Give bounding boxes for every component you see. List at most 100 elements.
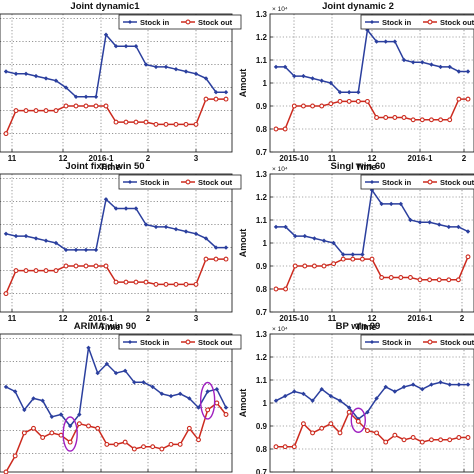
- data-point-stock-out: [328, 101, 334, 107]
- legend-marker-stock-out: [185, 339, 191, 345]
- data-point-stock-in: [401, 384, 407, 390]
- x-axis-label: Time: [356, 162, 377, 172]
- axis-exponent: × 10⁴: [272, 166, 288, 173]
- data-point-stock-in: [133, 206, 139, 211]
- legend-box: [360, 334, 474, 350]
- data-point-stock-in: [223, 90, 229, 95]
- data-point-stock-in: [465, 229, 471, 234]
- data-point-stock-in: [282, 393, 288, 399]
- data-point-stock-out: [388, 275, 394, 280]
- data-point-stock-out: [392, 432, 398, 438]
- data-point-stock-in: [213, 90, 219, 95]
- x-tick-label: 2016-1: [89, 314, 114, 323]
- data-point-stock-in: [273, 64, 279, 70]
- data-point-stock-out: [428, 437, 434, 443]
- data-point-stock-out: [93, 103, 99, 109]
- data-point-stock-out: [95, 425, 101, 431]
- data-point-stock-out: [456, 435, 462, 440]
- chart-panel: Singl win 60 0.7 0.8 0.9 1 1.1 1.2 1.3 × 10⁴ Amou…: [238, 161, 474, 332]
- data-point-stock-out: [43, 268, 49, 274]
- data-point-stock-in: [360, 252, 365, 257]
- legend-marker-stock-in: [128, 340, 132, 344]
- data-point-stock-out: [223, 256, 229, 262]
- data-point-stock-in: [417, 220, 423, 225]
- data-point-stock-in: [163, 224, 169, 230]
- y-tick-label: 1.3: [256, 170, 268, 179]
- series-line-stock-out: [5, 401, 227, 473]
- legend-label-stock-in: Stock in: [382, 338, 412, 347]
- data-point-stock-in: [33, 236, 39, 241]
- legend-box: [118, 334, 242, 350]
- data-point-stock-out: [113, 441, 119, 447]
- x-tick-label: 2015-10: [279, 314, 309, 323]
- data-point-stock-out: [302, 263, 308, 269]
- data-point-stock-in: [13, 71, 19, 76]
- data-point-stock-in: [33, 73, 39, 79]
- data-point-stock-out: [407, 275, 413, 280]
- data-point-stock-out: [223, 412, 229, 417]
- data-point-stock-out: [203, 96, 209, 102]
- legend-marker-stock-out: [185, 179, 191, 185]
- data-point-stock-out: [31, 425, 36, 431]
- data-point-stock-out: [337, 98, 343, 104]
- data-point-stock-in: [193, 231, 199, 236]
- data-point-stock-out: [410, 117, 416, 123]
- data-point-stock-out: [346, 98, 352, 104]
- data-point-stock-in: [223, 405, 229, 410]
- data-point-stock-out: [177, 441, 183, 447]
- x-tick-label: 11: [8, 314, 17, 323]
- data-point-stock-out: [369, 256, 375, 262]
- legend-box: [118, 14, 242, 30]
- highlight-ellipse: [350, 407, 366, 433]
- data-point-stock-in: [401, 57, 407, 63]
- x-tick-label: 2: [462, 154, 467, 163]
- data-point-stock-out: [465, 435, 471, 440]
- legend-label-stock-out: Stock out: [198, 338, 233, 347]
- x-axis-label: Time: [100, 322, 121, 332]
- data-point-stock-out: [43, 108, 49, 114]
- data-point-stock-out: [319, 425, 325, 431]
- legend-marker-stock-in: [370, 340, 374, 344]
- data-point-stock-in: [153, 64, 159, 70]
- data-point-stock-in: [193, 71, 199, 76]
- data-point-stock-in: [223, 245, 229, 250]
- data-point-stock-in: [273, 398, 279, 403]
- legend-label-stock-out: Stock out: [198, 178, 233, 187]
- data-point-stock-out: [113, 119, 119, 125]
- data-point-stock-out: [193, 281, 199, 287]
- data-point-stock-out: [83, 103, 89, 109]
- data-point-stock-in: [427, 220, 432, 225]
- y-tick-label: 1: [263, 399, 268, 408]
- series-line-stock-in: [276, 28, 468, 93]
- data-point-stock-in: [23, 233, 29, 239]
- data-point-stock-in: [321, 238, 327, 243]
- data-point-stock-out: [321, 263, 327, 269]
- data-point-stock-in: [429, 62, 434, 67]
- data-point-stock-in: [374, 396, 379, 401]
- data-point-stock-out: [193, 121, 199, 127]
- data-point-stock-in: [31, 396, 36, 401]
- data-point-stock-in: [93, 94, 99, 99]
- data-point-stock-out: [328, 421, 334, 427]
- data-point-stock-out: [273, 286, 279, 292]
- legend-label-stock-out: Stock out: [440, 178, 474, 187]
- data-point-stock-in: [465, 382, 471, 387]
- legend-label-stock-in: Stock in: [140, 18, 170, 27]
- data-point-stock-out: [428, 117, 434, 123]
- legend-marker-stock-out: [427, 179, 433, 185]
- data-point-stock-out: [374, 115, 380, 120]
- data-point-stock-in: [369, 187, 375, 193]
- legend-marker-stock-in: [370, 20, 374, 24]
- data-point-stock-in: [22, 407, 27, 413]
- data-point-stock-out: [427, 277, 433, 283]
- data-point-stock-out: [346, 409, 352, 415]
- x-tick-label: 12: [59, 154, 68, 163]
- data-point-stock-in: [122, 368, 128, 373]
- data-point-stock-in: [168, 393, 174, 399]
- data-point-stock-out: [168, 441, 174, 447]
- data-point-stock-out: [67, 439, 73, 445]
- y-tick-label: 1.2: [256, 353, 268, 362]
- data-point-stock-in: [429, 382, 434, 387]
- data-point-stock-out: [311, 263, 317, 269]
